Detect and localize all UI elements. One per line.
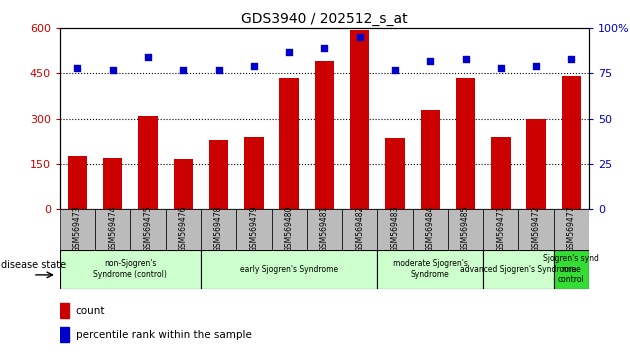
Text: advanced Sjogren's Syndrome: advanced Sjogren's Syndrome — [461, 264, 576, 274]
Bar — [518, 209, 554, 250]
Bar — [60, 327, 69, 342]
Text: GSM569475: GSM569475 — [144, 205, 152, 252]
Text: non-Sjogren's
Syndrome (control): non-Sjogren's Syndrome (control) — [93, 259, 168, 279]
Text: GSM569480: GSM569480 — [285, 205, 294, 252]
Bar — [201, 209, 236, 250]
Bar — [448, 209, 483, 250]
Text: GSM569477: GSM569477 — [567, 205, 576, 252]
Bar — [554, 250, 589, 289]
Point — [355, 35, 365, 40]
Bar — [307, 209, 342, 250]
Bar — [483, 209, 518, 250]
Text: GSM569484: GSM569484 — [426, 205, 435, 252]
Bar — [68, 156, 87, 209]
Bar — [166, 209, 201, 250]
Text: GSM569474: GSM569474 — [108, 205, 117, 252]
Text: GSM569481: GSM569481 — [320, 205, 329, 252]
Bar — [244, 137, 263, 209]
Bar — [377, 209, 413, 250]
Bar — [377, 250, 483, 289]
Text: GSM569472: GSM569472 — [532, 205, 541, 252]
Text: GSM569471: GSM569471 — [496, 205, 505, 252]
Bar — [554, 209, 589, 250]
Bar — [174, 159, 193, 209]
Bar — [491, 137, 510, 209]
Point — [390, 67, 400, 73]
Text: GSM569485: GSM569485 — [461, 205, 470, 252]
Text: early Sjogren's Syndrome: early Sjogren's Syndrome — [240, 264, 338, 274]
Bar — [103, 158, 122, 209]
Text: GSM569482: GSM569482 — [355, 205, 364, 252]
Bar — [315, 62, 334, 209]
Point — [72, 65, 83, 71]
Bar — [201, 250, 377, 289]
Bar — [342, 209, 377, 250]
Point — [319, 45, 329, 51]
Bar — [386, 138, 404, 209]
Text: GSM569473: GSM569473 — [73, 205, 82, 252]
Bar — [527, 119, 546, 209]
Bar — [350, 30, 369, 209]
Bar — [421, 110, 440, 209]
Bar — [236, 209, 272, 250]
Point — [531, 63, 541, 69]
Text: Sjogren's synd
rome
control: Sjogren's synd rome control — [544, 254, 599, 284]
Bar — [562, 76, 581, 209]
Point — [108, 67, 118, 73]
Point — [496, 65, 506, 71]
Bar — [272, 209, 307, 250]
Bar — [413, 209, 448, 250]
Point — [566, 56, 576, 62]
Text: moderate Sjogren's
Syndrome: moderate Sjogren's Syndrome — [393, 259, 467, 279]
Title: GDS3940 / 202512_s_at: GDS3940 / 202512_s_at — [241, 12, 408, 26]
Point — [425, 58, 435, 64]
Text: GSM569483: GSM569483 — [391, 205, 399, 252]
Bar — [280, 78, 299, 209]
Point — [143, 55, 153, 60]
Text: GSM569479: GSM569479 — [249, 205, 258, 252]
Bar — [95, 209, 130, 250]
Text: GSM569476: GSM569476 — [179, 205, 188, 252]
Point — [178, 67, 188, 73]
Point — [461, 56, 471, 62]
Bar — [130, 209, 166, 250]
Point — [284, 49, 294, 55]
Bar — [139, 115, 158, 209]
Text: GSM569478: GSM569478 — [214, 205, 223, 252]
Bar — [209, 140, 228, 209]
Point — [214, 67, 224, 73]
Bar — [60, 303, 69, 318]
Text: percentile rank within the sample: percentile rank within the sample — [76, 330, 251, 339]
Text: disease state: disease state — [1, 261, 66, 270]
Bar — [456, 78, 475, 209]
Bar — [60, 250, 201, 289]
Bar — [483, 250, 554, 289]
Bar — [60, 209, 95, 250]
Text: count: count — [76, 306, 105, 316]
Point — [249, 63, 259, 69]
